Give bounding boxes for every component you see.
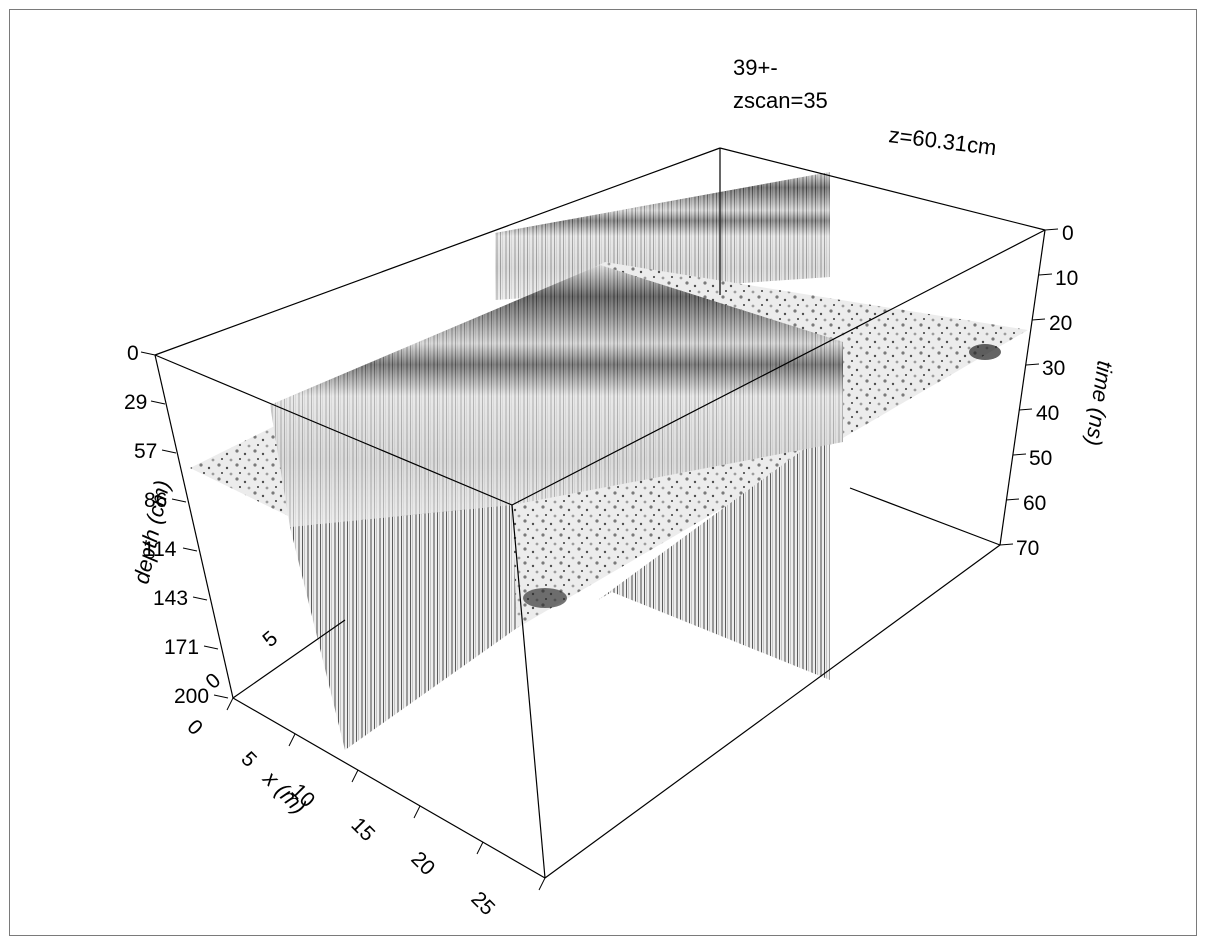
time-tick-label: 30 [1042, 357, 1065, 380]
time-axis-title: time (ns) [1081, 359, 1118, 447]
header-depth-readout: z=60.31cm [887, 122, 997, 160]
time-tick-label: 10 [1055, 267, 1078, 290]
depth-axis: 0 29 57 86 114 143 171 200 depth (cm) [124, 342, 209, 708]
x-tick-label: 5 [236, 747, 261, 772]
box-wireframe [154, 147, 1046, 879]
x-tick-label: 0 [182, 715, 207, 740]
depth-tick-label: 114 [143, 538, 177, 561]
time-tick-label: 20 [1049, 312, 1072, 335]
depth-tick-label: 86 [144, 489, 167, 512]
radargram-front-plane [270, 265, 843, 750]
time-tick-label: 60 [1023, 492, 1046, 515]
time-axis: 0 10 20 30 40 50 60 70 time (ns) [1016, 222, 1118, 560]
radargram-right-lower [598, 430, 830, 680]
x-tick-label: 15 [346, 813, 379, 846]
depth-tick-label: 143 [153, 587, 188, 610]
x-tick-label: 25 [466, 887, 499, 920]
radargram-back-plane [495, 172, 830, 300]
time-tick-label: 50 [1029, 447, 1052, 470]
x-tick-label: 20 [406, 847, 439, 880]
depth-tick-label: 0 [127, 342, 139, 365]
time-tick-label: 40 [1036, 402, 1059, 425]
tick-marks [140, 228, 1059, 891]
header-zscan: zscan=35 [733, 88, 828, 113]
depth-tick-label: 200 [174, 685, 209, 708]
time-tick-label: 70 [1016, 537, 1039, 560]
time-tick-label: 0 [1062, 222, 1074, 245]
depth-tick-label: 57 [134, 440, 157, 463]
y-axis: 0 5 [201, 627, 282, 694]
depth-axis-title: depth (cm) [128, 478, 174, 586]
y-tick-label: 5 [258, 627, 282, 652]
depth-tick-label: 171 [164, 636, 199, 659]
depth-tick-label: 29 [124, 391, 147, 414]
header-line-1: 39+- [733, 55, 778, 80]
x-axis: 0 5 10 15 20 25 x (m) [182, 715, 499, 920]
